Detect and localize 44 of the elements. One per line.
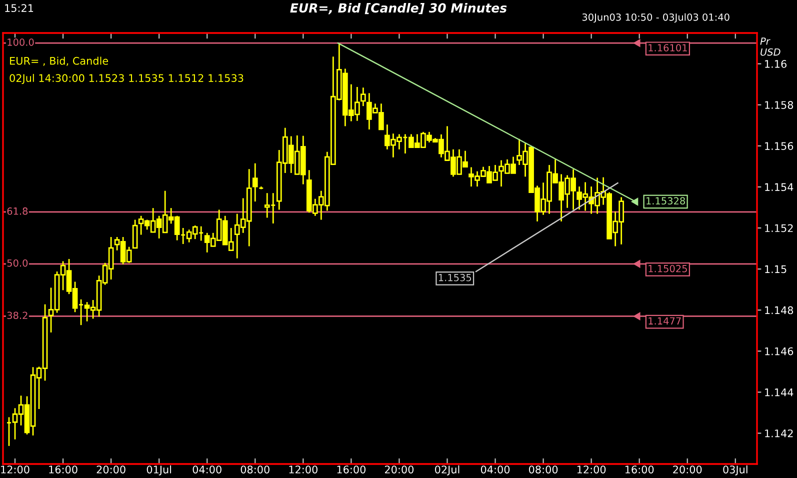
x-tick-label: 01Jul: [146, 465, 172, 476]
y-tick-label: 1.16: [765, 60, 786, 68]
x-tick-label: 16:00: [337, 466, 366, 474]
x-tick-label: 04:00: [192, 466, 222, 474]
x-tick-label: 12:00: [577, 466, 606, 474]
annotation: 1.1535: [438, 274, 472, 282]
x-tick-label: 20:00: [673, 466, 702, 474]
annotation: EUR= , Bid, Candle: [10, 56, 108, 66]
ref-line-label: 1.16101: [648, 44, 687, 52]
y-tick-label: 1.154: [765, 183, 794, 192]
x-tick-label: 16:00: [49, 466, 78, 474]
annotation: 50.0: [7, 259, 28, 267]
x-tick-label: 12:00: [289, 466, 318, 474]
text: 15:21: [5, 4, 34, 12]
annotation: 02Jul 14:30:00 1.1523 1.1535 1.1512 1.1533: [10, 74, 244, 84]
x-tick-label: 02Jul: [435, 465, 460, 476]
candlestick: [252, 162, 258, 202]
ref-line-label: 1.1477: [648, 317, 681, 324]
candlestick: [132, 219, 138, 250]
y-tick-label: 1.146: [765, 347, 794, 356]
ref-line-label: 1.15025: [648, 264, 687, 272]
x-tick-label: 12:00: [1, 466, 30, 474]
y-tick-label: 1.144: [765, 388, 794, 396]
annotation: 38.2: [7, 312, 28, 320]
x-tick-label: 03Jul: [723, 465, 748, 476]
annotation: 1.15328: [646, 197, 685, 205]
x-tick-label: 20:00: [96, 466, 126, 474]
y-tick-label: 1.148: [765, 306, 794, 314]
x-tick-label: 08:00: [528, 466, 558, 474]
y-tick-label: 1.152: [765, 224, 793, 232]
x-tick-label: 04:00: [480, 466, 510, 474]
y-tick-label: 1.142: [765, 429, 793, 438]
chart-title: EUR=, Bid [Candle] 30 Minutes: [290, 2, 507, 14]
x-tick-label: 16:00: [625, 466, 654, 474]
y-tick-label: 1.158: [765, 101, 794, 109]
x-tick-label: 08:00: [240, 466, 270, 474]
x-tick-label: 20:00: [384, 466, 414, 474]
annotation: 100.0: [8, 38, 34, 46]
y-tick-label: 1.15: [765, 265, 786, 274]
text: 30Jun03 10:50 - 03Jul03 01:40: [582, 13, 730, 23]
candlestick: [360, 86, 366, 107]
annotation: 61.8: [7, 207, 28, 215]
y-tick-label: 1.156: [765, 142, 794, 150]
y-axis-title: Pr USD: [760, 38, 780, 56]
